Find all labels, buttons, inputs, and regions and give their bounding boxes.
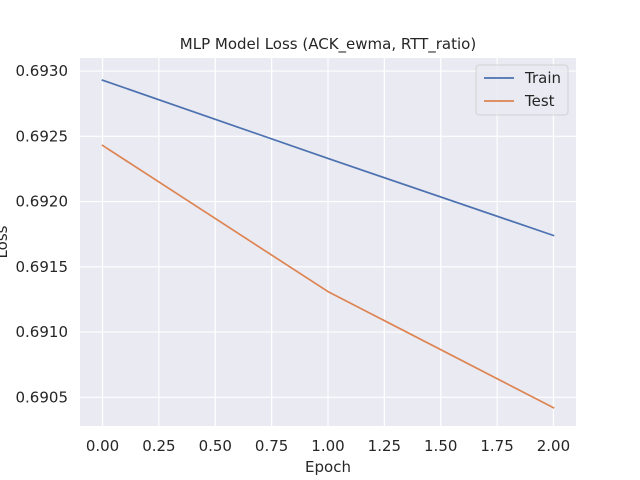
chart-title: MLP Model Loss (ACK_ewma, RTT_ratio) (180, 35, 476, 54)
y-tick-label: 0.6930 (16, 62, 69, 80)
x-tick-label: 0.25 (142, 437, 175, 455)
x-axis-label: Epoch (305, 458, 351, 476)
x-tick-label: 2.00 (537, 437, 570, 455)
x-tick-label: 0.50 (199, 437, 232, 455)
x-tick-label: 1.25 (368, 437, 401, 455)
y-tick-label: 0.6915 (16, 258, 69, 276)
y-tick-label: 0.6905 (16, 388, 69, 406)
y-tick-labels: 0.6905 0.6910 0.6915 0.6920 0.6925 0.6930 (16, 62, 69, 406)
series-lines (101, 79, 555, 409)
x-tick-labels: 0.00 0.25 0.50 0.75 1.00 1.25 1.50 1.75 2.00 (86, 437, 570, 455)
legend-label-test: Test (524, 92, 555, 110)
y-tick-label: 0.6925 (16, 127, 69, 145)
x-tick-label: 1.50 (424, 437, 457, 455)
y-axis-label: Loss (0, 225, 11, 258)
y-gridlines (80, 70, 576, 398)
x-tick-label: 0.75 (255, 437, 288, 455)
series-line-train (101, 79, 555, 237)
legend-label-train: Train (524, 69, 561, 87)
y-tick-label: 0.6920 (16, 193, 69, 211)
x-tick-label: 0.00 (86, 437, 119, 455)
legend: Train Test (475, 64, 569, 116)
series-line-test (101, 144, 555, 409)
y-tick-label: 0.6910 (16, 323, 69, 341)
x-tick-label: 1.00 (311, 437, 344, 455)
x-tick-label: 1.75 (480, 437, 513, 455)
